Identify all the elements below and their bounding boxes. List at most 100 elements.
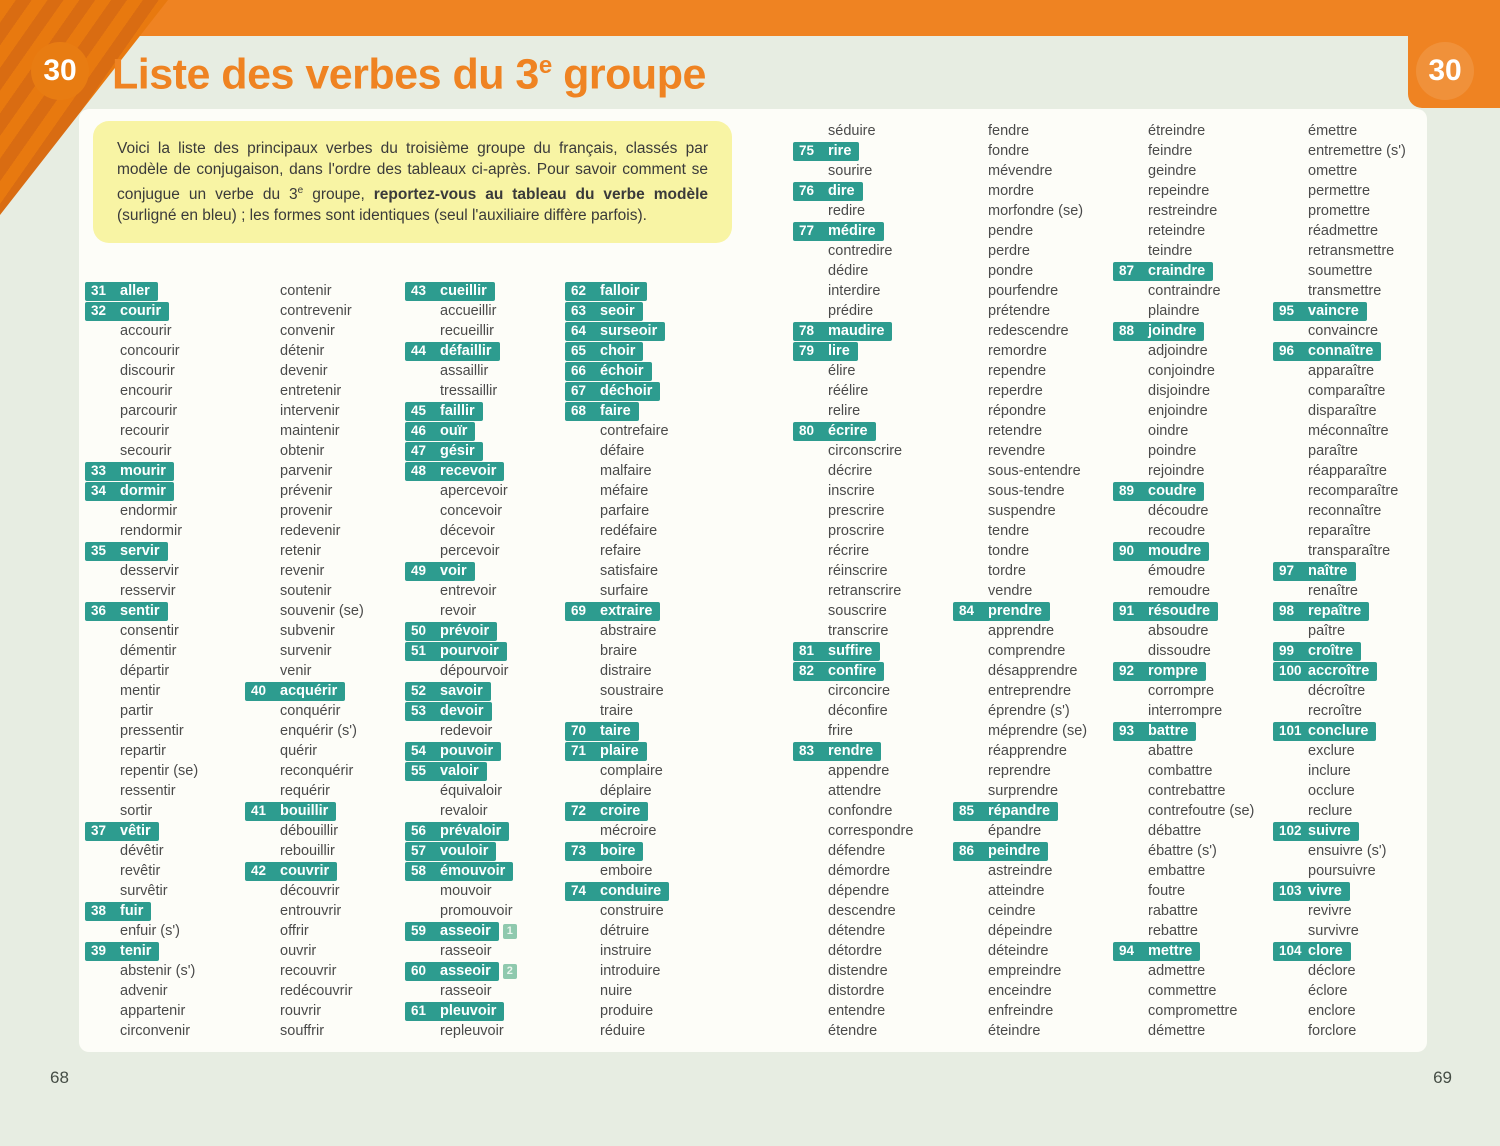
verb-item: rasseoir: [440, 943, 492, 959]
verb-item: rebouillir: [280, 843, 335, 859]
verb-model-badge: 74 conduire: [565, 881, 670, 901]
verb-model-row: 42 couvrir: [245, 861, 405, 881]
superscript-e: e: [538, 52, 552, 79]
verb-item: discourir: [120, 363, 175, 379]
verb-model-row: 90 moudre: [1113, 541, 1273, 561]
verb-item: survivre: [1308, 923, 1359, 939]
verb-item: enfuir (s'): [120, 923, 180, 939]
verb-item: renaître: [1308, 583, 1358, 599]
verb-model-badge: 39 tenir: [85, 941, 160, 961]
verb-item: réduire: [600, 1023, 646, 1039]
verb-item: advenir: [120, 983, 168, 999]
verb-model-row: 44 défaillir: [405, 341, 565, 361]
verb-item: éclore: [1308, 983, 1348, 999]
verb-model-badge: 96 connaître: [1273, 341, 1382, 361]
verb-item: inscrire: [828, 483, 875, 499]
verb-item: soutenir: [280, 583, 332, 599]
verb-model-badge: 52 savoir: [405, 681, 491, 701]
verb-model-row: 71 plaire: [565, 741, 725, 761]
verb-item: reprendre: [988, 763, 1051, 779]
verb-item: venir: [280, 663, 312, 679]
verb-columns-left: 31 aller 32 courir accourir concourir discouri…: [85, 281, 725, 1041]
verb-item: abstraire: [600, 623, 657, 639]
verb-item: tordre: [988, 563, 1026, 579]
verb-model-row: 79 lire: [793, 341, 953, 361]
verb-item: méconnaître: [1308, 423, 1389, 439]
variant-tag: 1: [502, 923, 517, 939]
verb-item: entremettre (s'): [1308, 143, 1406, 159]
verb-item: débouillir: [280, 823, 339, 839]
verb-item: ceindre: [988, 903, 1036, 919]
verb-column: séduire 75 rire sourire 76 dire redire 77 médire…: [793, 121, 953, 1041]
verb-item: tressaillir: [440, 383, 498, 399]
verb-item: démentir: [120, 643, 177, 659]
verb-model-row: 78 maudire: [793, 321, 953, 341]
verb-item: détordre: [828, 943, 883, 959]
verb-item: rasseoir: [440, 983, 492, 999]
verb-model-row: 82 confire: [793, 661, 953, 681]
verb-model-badge: 67 déchoir: [565, 381, 661, 401]
verb-model-row: 38 fuir: [85, 901, 245, 921]
verb-model-row: 56 prévaloir: [405, 821, 565, 841]
verb-model-row: 59 asseoir 1: [405, 921, 565, 941]
verb-item: démettre: [1148, 1023, 1206, 1039]
verb-item: retendre: [988, 423, 1043, 439]
verb-item: poindre: [1148, 443, 1197, 459]
verb-item: confondre: [828, 803, 893, 819]
verb-item: entretenir: [280, 383, 342, 399]
verb-model-row: 70 taire: [565, 721, 725, 741]
verb-model-badge: 78 maudire: [793, 321, 893, 341]
verb-item: emboire: [600, 863, 653, 879]
chapter-number: 30: [43, 54, 77, 87]
verb-item: redire: [828, 203, 866, 219]
verb-item: interrompre: [1148, 703, 1223, 719]
verb-item: assaillir: [440, 363, 489, 379]
verb-item: dépourvoir: [440, 663, 509, 679]
verb-model-row: 31 aller: [85, 281, 245, 301]
verb-item: foutre: [1148, 883, 1186, 899]
verb-column: fendre fondre mévendre mordre morfondre (se)…: [953, 121, 1113, 1041]
verb-item: apercevoir: [440, 483, 508, 499]
verb-item: circonscrire: [828, 443, 903, 459]
verb-model-row: 37 vêtir: [85, 821, 245, 841]
intro-bold-text: reportez-vous au tableau du verbe modèle: [373, 186, 708, 204]
verb-model-row: 75 rire: [793, 141, 953, 161]
verb-model-badge: 42 couvrir: [245, 861, 338, 881]
verb-model-row: 51 pourvoir: [405, 641, 565, 661]
verb-model-row: 80 écrire: [793, 421, 953, 441]
verb-item: plaindre: [1148, 303, 1200, 319]
verb-item: vendre: [988, 583, 1033, 599]
superscript-e: e: [297, 185, 304, 196]
verb-item: démordre: [828, 863, 891, 879]
verb-item: obtenir: [280, 443, 325, 459]
verb-item: recomparaître: [1308, 483, 1399, 499]
verb-model-row: 65 choir: [565, 341, 725, 361]
verb-model-badge: 54 pouvoir: [405, 741, 502, 761]
verb-item: rejoindre: [1148, 463, 1205, 479]
verb-item: conjoindre: [1148, 363, 1215, 379]
verb-model-row: 101 conclure: [1273, 721, 1433, 741]
verb-model-badge: 85 répandre: [953, 801, 1059, 821]
verb-item: retranscrire: [828, 583, 902, 599]
verb-item: feindre: [1148, 143, 1193, 159]
verb-item: équivaloir: [440, 783, 503, 799]
verb-model-row: 103 vivre: [1273, 881, 1433, 901]
verb-item: repartir: [120, 743, 166, 759]
verb-item: conquérir: [280, 703, 341, 719]
verb-item: devenir: [280, 363, 328, 379]
verb-item: remordre: [988, 343, 1047, 359]
verb-item: revêtir: [120, 863, 161, 879]
verb-item: réadmettre: [1308, 223, 1379, 239]
verb-item: desservir: [120, 563, 179, 579]
verb-model-row: 73 boire: [565, 841, 725, 861]
verb-item: satisfaire: [600, 563, 659, 579]
page-number-right: 69: [1433, 1068, 1452, 1087]
verb-item: prescrire: [828, 503, 885, 519]
verb-model-row: 54 pouvoir: [405, 741, 565, 761]
verb-item: comprendre: [988, 643, 1066, 659]
verb-item: surprendre: [988, 783, 1059, 799]
verb-model-badge: 90 moudre: [1113, 541, 1210, 561]
verb-item: poursuivre: [1308, 863, 1376, 879]
verb-item: enquérir (s'): [280, 723, 357, 739]
verb-item: souvenir (se): [280, 603, 364, 619]
